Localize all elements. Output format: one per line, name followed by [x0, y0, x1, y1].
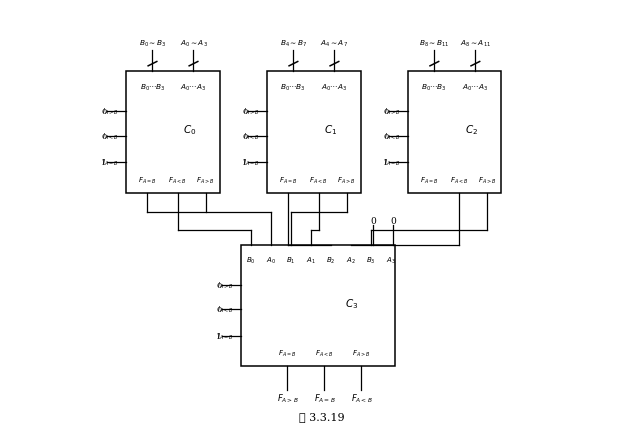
Text: $B_0\cdots B_3$: $B_0\cdots B_3$ [421, 82, 448, 93]
Text: $I_{A=B}$: $I_{A=B}$ [384, 158, 401, 168]
Text: $I_{A<B}$: $I_{A<B}$ [243, 131, 260, 141]
Text: 0: 0 [242, 132, 248, 140]
Text: $A_0{\sim}A_3$: $A_0{\sim}A_3$ [179, 39, 208, 49]
Text: $F_{A=B}$: $F_{A=B}$ [278, 348, 296, 358]
FancyBboxPatch shape [408, 72, 502, 193]
Text: $F_{A<B}$: $F_{A<B}$ [315, 348, 334, 358]
Text: 0: 0 [370, 217, 376, 226]
Text: 0: 0 [101, 132, 107, 140]
FancyBboxPatch shape [267, 72, 361, 193]
Text: $A_8{\sim}A_{11}$: $A_8{\sim}A_{11}$ [460, 39, 491, 49]
Text: $F_{A=B}$: $F_{A=B}$ [138, 175, 156, 185]
Text: $F_{A<B}$: $F_{A<B}$ [309, 175, 328, 185]
Text: $F_{A>B}$: $F_{A>B}$ [352, 348, 370, 358]
Text: $F_{A>B}$: $F_{A>B}$ [196, 175, 215, 185]
Text: $F_{A>B}$: $F_{A>B}$ [338, 175, 356, 185]
Text: $I_{A>B}$: $I_{A>B}$ [217, 280, 233, 290]
Text: $F_{A=B}$: $F_{A=B}$ [419, 175, 438, 185]
Text: $B_0{\sim}B_3$: $B_0{\sim}B_3$ [139, 39, 167, 49]
Text: 0: 0 [383, 132, 388, 140]
Text: $B_4{\sim}B_7$: $B_4{\sim}B_7$ [280, 39, 307, 49]
Text: $F_{A=B}$: $F_{A=B}$ [278, 175, 297, 185]
Text: $F_{A=B}$: $F_{A=B}$ [314, 391, 335, 404]
Text: $A_3$: $A_3$ [386, 255, 395, 265]
Text: $B_3$: $B_3$ [366, 255, 376, 265]
Text: 图 3.3.19: 图 3.3.19 [299, 411, 344, 421]
Text: $A_0\cdots A_3$: $A_0\cdots A_3$ [462, 82, 489, 93]
Text: $I_{A>B}$: $I_{A>B}$ [384, 107, 401, 117]
Text: $B_0\cdots B_3$: $B_0\cdots B_3$ [140, 82, 165, 93]
Text: $C_3$: $C_3$ [345, 296, 359, 310]
Text: $F_{A<B}$: $F_{A<B}$ [450, 175, 469, 185]
Text: $A_0$: $A_0$ [266, 255, 276, 265]
Text: $F_{A<B}$: $F_{A<B}$ [350, 391, 372, 404]
FancyBboxPatch shape [241, 245, 395, 366]
Text: 1: 1 [383, 159, 388, 167]
Text: 0: 0 [390, 217, 395, 226]
Text: $C_0$: $C_0$ [183, 123, 197, 137]
Text: $B_2$: $B_2$ [326, 255, 335, 265]
Text: $I_{A>B}$: $I_{A>B}$ [102, 107, 118, 117]
Text: 0: 0 [383, 108, 388, 116]
Text: 1: 1 [101, 159, 107, 167]
Text: $B_8{\sim}B_{11}$: $B_8{\sim}B_{11}$ [419, 39, 449, 49]
Text: 0: 0 [216, 281, 221, 289]
Text: $A_4{\sim}A_7$: $A_4{\sim}A_7$ [320, 39, 349, 49]
Text: 1: 1 [242, 159, 248, 167]
Text: $I_{A<B}$: $I_{A<B}$ [384, 131, 401, 141]
Text: $B_0$: $B_0$ [246, 255, 255, 265]
Text: $B_0\cdots B_3$: $B_0\cdots B_3$ [280, 82, 306, 93]
Text: $I_{A<B}$: $I_{A<B}$ [102, 131, 118, 141]
Text: 0: 0 [101, 108, 107, 116]
Text: $A_0\cdots A_3$: $A_0\cdots A_3$ [181, 82, 206, 93]
Text: $C_2$: $C_2$ [465, 123, 478, 137]
Text: $A_1$: $A_1$ [305, 255, 316, 265]
Text: $I_{A>B}$: $I_{A>B}$ [243, 107, 260, 117]
FancyBboxPatch shape [127, 72, 220, 193]
Text: $I_{A=B}$: $I_{A=B}$ [217, 331, 233, 341]
Text: 0: 0 [242, 108, 248, 116]
Text: $C_1$: $C_1$ [324, 123, 338, 137]
Text: $I_{A<B}$: $I_{A<B}$ [217, 304, 233, 314]
Text: $I_{A=B}$: $I_{A=B}$ [102, 158, 118, 168]
Text: $A_2$: $A_2$ [346, 255, 356, 265]
Text: $B_1$: $B_1$ [286, 255, 295, 265]
Text: $F_{A>B}$: $F_{A>B}$ [276, 391, 298, 404]
Text: $A_0\cdots A_3$: $A_0\cdots A_3$ [322, 82, 347, 93]
Text: $I_{A=B}$: $I_{A=B}$ [243, 158, 260, 168]
Text: 0: 0 [216, 306, 221, 313]
Text: $F_{A<B}$: $F_{A<B}$ [168, 175, 187, 185]
Text: $F_{A>B}$: $F_{A>B}$ [478, 175, 496, 185]
Text: 1: 1 [216, 332, 221, 340]
